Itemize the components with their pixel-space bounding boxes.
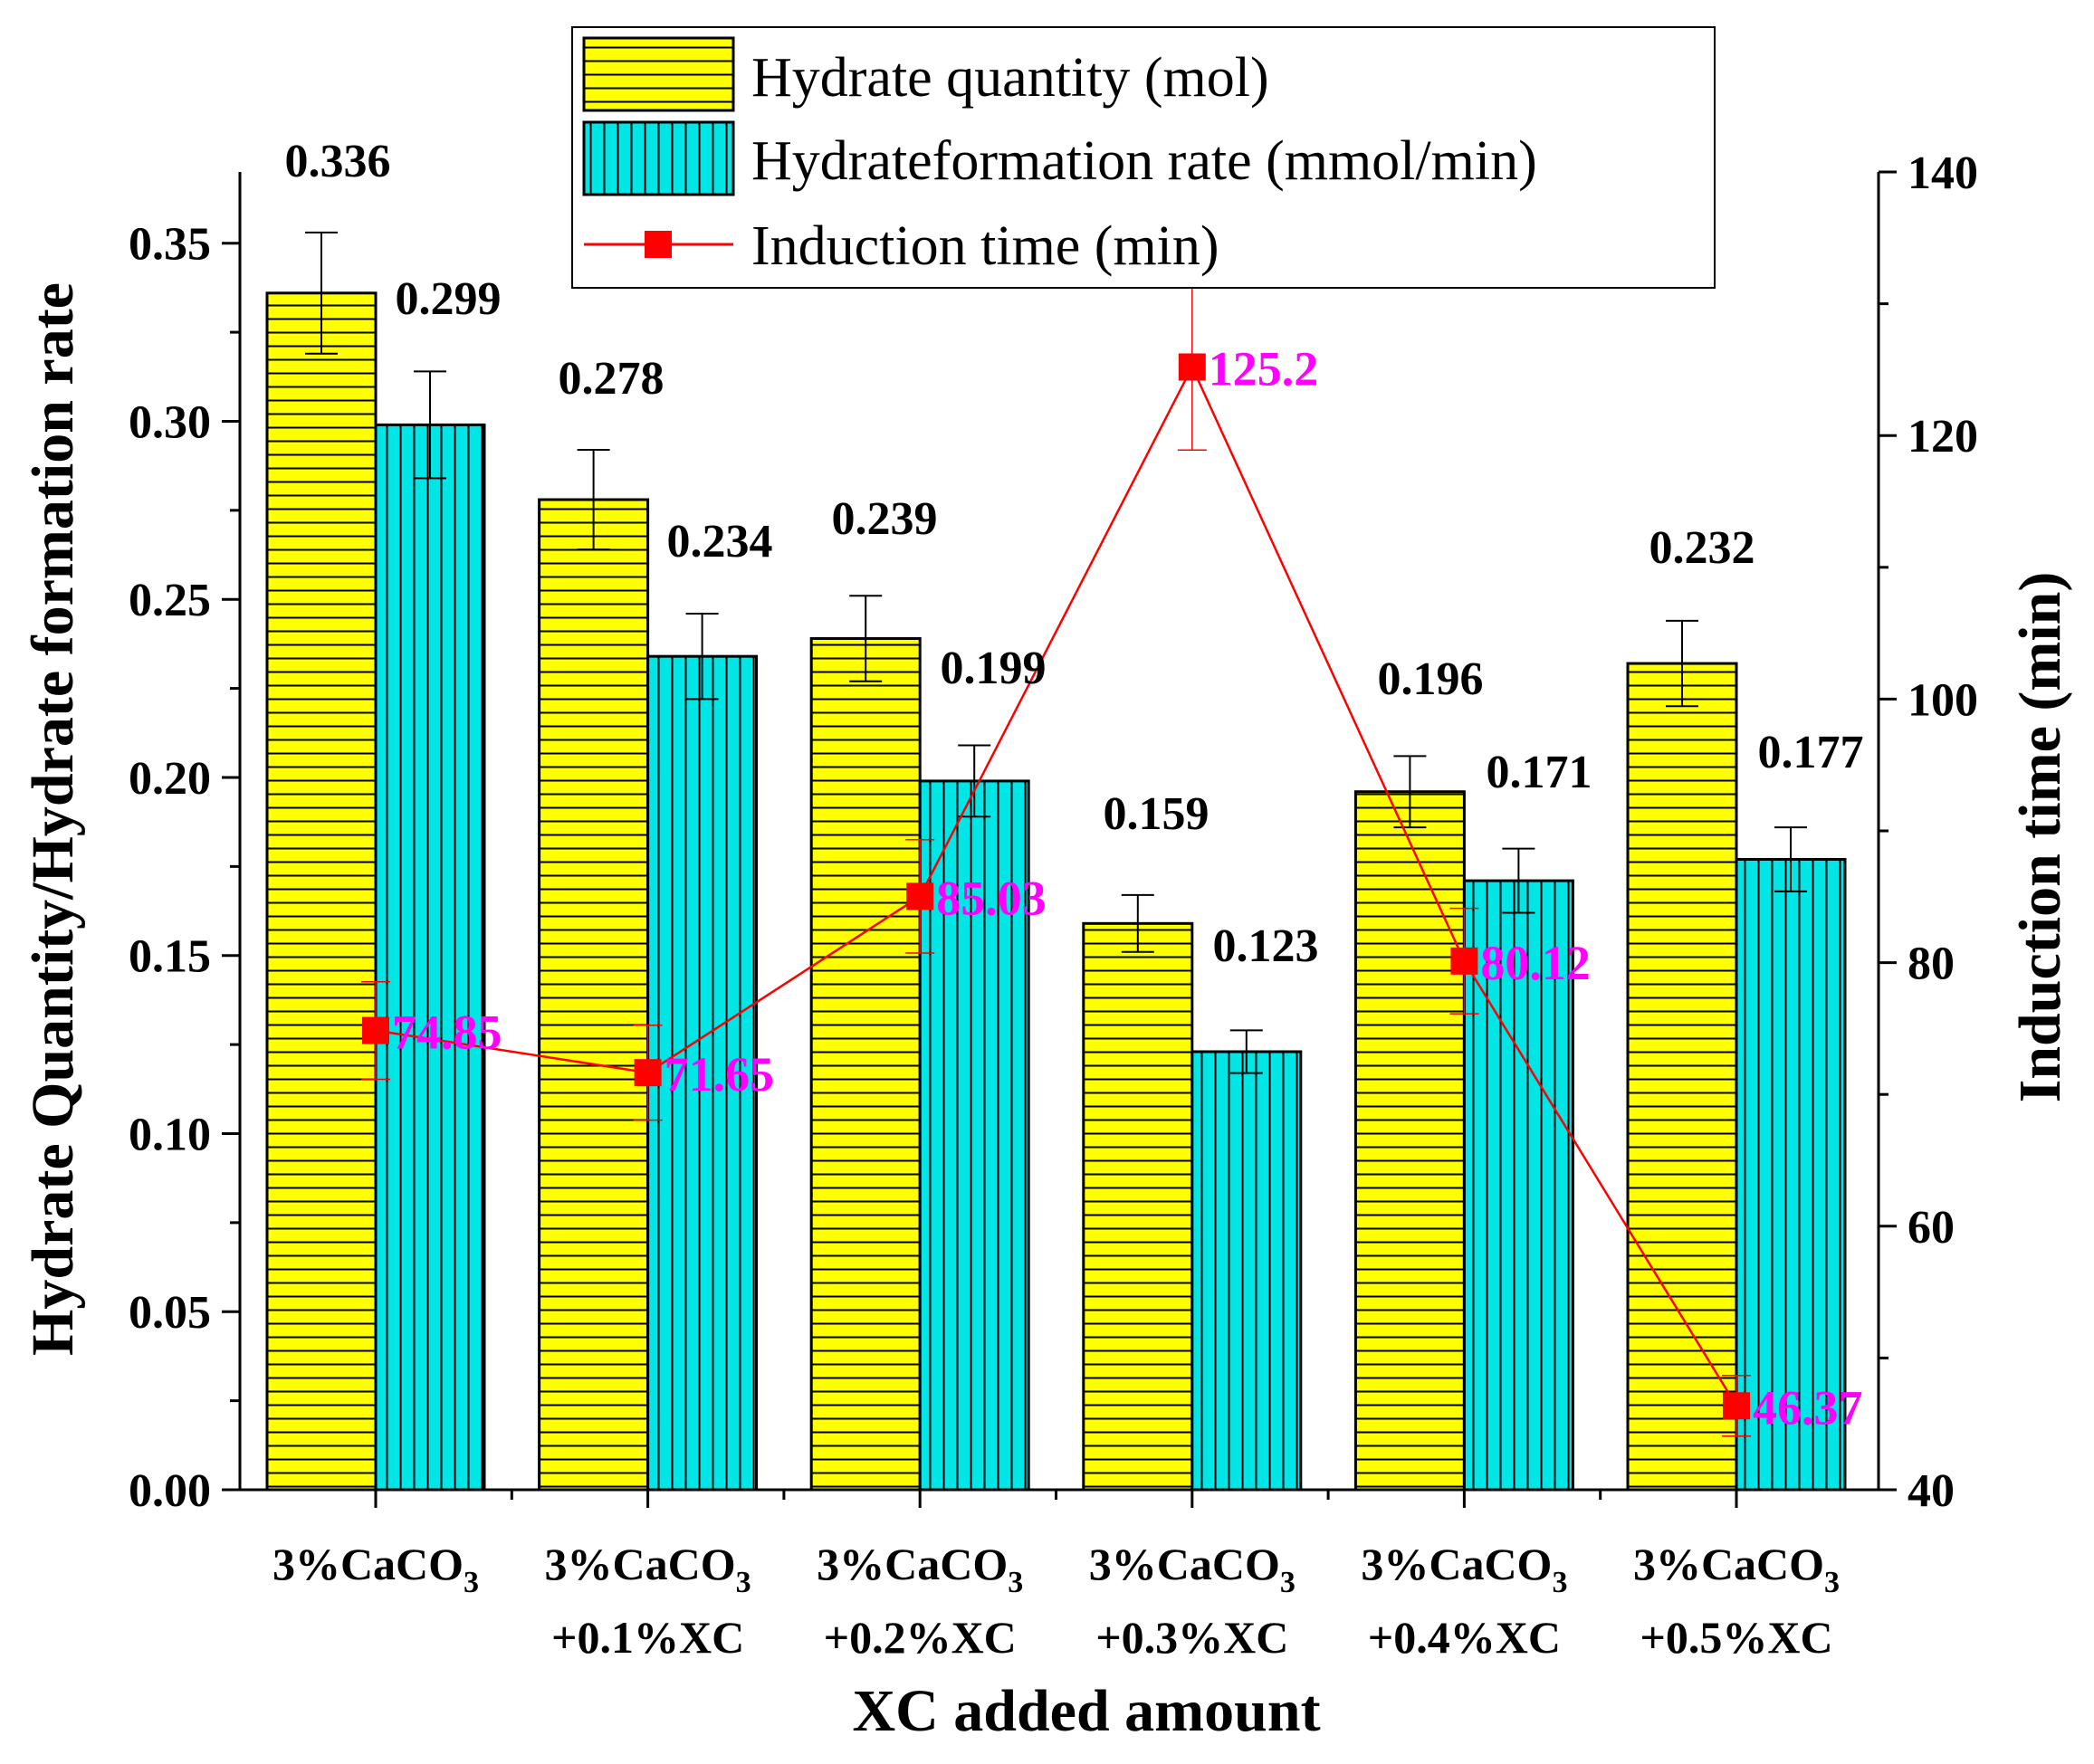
- category-label: 3%CaCO3: [1089, 1539, 1296, 1599]
- category-label: 3%CaCO3: [1633, 1539, 1840, 1599]
- induction-time-point: [1450, 947, 1478, 975]
- legend-box: [571, 26, 1716, 289]
- right-tick-label: 140: [1908, 148, 1978, 199]
- left-tick-label: 0.05: [129, 1287, 211, 1339]
- bar-value-label-formation-rate: 0.177: [1758, 727, 1864, 778]
- bar-value-label-hydrate-quantity: 0.278: [559, 353, 665, 405]
- legend-marker-induction-time: [645, 231, 672, 258]
- induction-time-value-label: 74.85: [392, 1006, 502, 1060]
- bar-value-label-formation-rate: 0.199: [941, 643, 1047, 694]
- category-label-line2: +0.4%XC: [1368, 1612, 1561, 1663]
- induction-time-point: [906, 882, 934, 911]
- bar-value-label-formation-rate: 0.299: [396, 273, 502, 325]
- bar-hydrate-quantity: [538, 498, 650, 1492]
- bar-hydrate-quantity: [1353, 790, 1466, 1492]
- induction-time-line: [375, 364, 1738, 1406]
- bar-hydrate-quantity: [1626, 662, 1738, 1492]
- axes-layer: 0.00 0.05 0.10 0.15 0.20 0.25 0.30 0.35 40 60 80 10…: [129, 148, 1978, 1517]
- bar-value-label-hydrate-quantity: 0.232: [1649, 522, 1755, 574]
- bar-formation-rate: [374, 423, 486, 1492]
- left-tick-label: 0.10: [129, 1109, 211, 1160]
- legend-label-hydrate-quantity: Hydrate quantity (mol): [751, 47, 1269, 109]
- left-tick-label: 0.35: [129, 219, 211, 271]
- category-label-line2: +0.3%XC: [1095, 1612, 1288, 1663]
- induction-time-point: [362, 1016, 389, 1044]
- bar-value-label-hydrate-quantity: 0.239: [832, 493, 938, 545]
- right-tick-label: 80: [1908, 939, 1955, 990]
- bar-value-label-formation-rate: 0.234: [667, 516, 773, 567]
- bar-value-label-hydrate-quantity: 0.159: [1104, 788, 1210, 840]
- bar-value-label-hydrate-quantity: 0.336: [285, 136, 391, 187]
- legend-swatch-formation-rate: [582, 120, 735, 196]
- bars-layer: [265, 231, 1847, 1492]
- induction-line-layer: [361, 283, 1751, 1437]
- induction-time-value-label: 71.65: [665, 1047, 775, 1101]
- legend: Hydrate quantity (mol) Hydrateformation …: [571, 26, 1716, 289]
- right-y-axis-title: Induction time (min): [2007, 572, 2073, 1103]
- category-label-line2: +0.1%XC: [551, 1612, 744, 1663]
- category-label: 3%CaCO3: [545, 1539, 751, 1599]
- induction-time-point: [634, 1059, 662, 1087]
- right-tick-label: 100: [1908, 674, 1978, 726]
- bar-value-label-hydrate-quantity: 0.196: [1378, 653, 1484, 705]
- induction-time-point: [1178, 353, 1206, 381]
- left-y-axis-title: Hydrate Quantity/Hydrate formation rate: [20, 282, 86, 1356]
- x-axis-title: XC added amount: [852, 1678, 1320, 1744]
- right-tick-label: 60: [1908, 1202, 1955, 1254]
- category-label-line2: +0.2%XC: [824, 1612, 1017, 1663]
- right-tick-label: 40: [1908, 1465, 1955, 1517]
- induction-time-point: [1723, 1392, 1750, 1420]
- induction-time-value-label: 125.2: [1209, 341, 1319, 396]
- legend-label-formation-rate: Hydrateformation rate (mmol/min): [751, 130, 1537, 192]
- induction-time-value-label: 80.12: [1480, 936, 1591, 990]
- bar-value-label-formation-rate: 0.171: [1487, 747, 1592, 798]
- bar-value-label-formation-rate: 0.123: [1213, 920, 1319, 972]
- category-label-line2: +0.5%XC: [1640, 1612, 1832, 1663]
- induction-time-value-label: 46.37: [1753, 1380, 1863, 1435]
- legend-swatch-hydrate-quantity: [582, 36, 735, 112]
- left-tick-label: 0.20: [129, 753, 211, 805]
- category-label: 3%CaCO3: [273, 1539, 479, 1599]
- legend-label-induction-time: Induction time (min): [751, 215, 1219, 277]
- bar-hydrate-quantity: [265, 291, 378, 1492]
- labels-layer: 3%CaCO3 3%CaCO3 +0.1%XC 3%CaCO3 +0.2%XC 3%CaC…: [273, 136, 1864, 1663]
- bar-hydrate-quantity: [809, 637, 922, 1492]
- right-tick-label: 120: [1908, 411, 1978, 462]
- left-tick-label: 0.15: [129, 931, 211, 983]
- category-label: 3%CaCO3: [1361, 1539, 1567, 1599]
- left-tick-label: 0.00: [129, 1465, 211, 1517]
- left-tick-label: 0.25: [129, 575, 211, 626]
- category-label: 3%CaCO3: [817, 1539, 1023, 1599]
- left-tick-label: 0.30: [129, 396, 211, 448]
- induction-time-value-label: 85.03: [936, 871, 1047, 925]
- bar-hydrate-quantity: [1082, 921, 1194, 1492]
- bar-formation-rate: [1190, 1050, 1303, 1492]
